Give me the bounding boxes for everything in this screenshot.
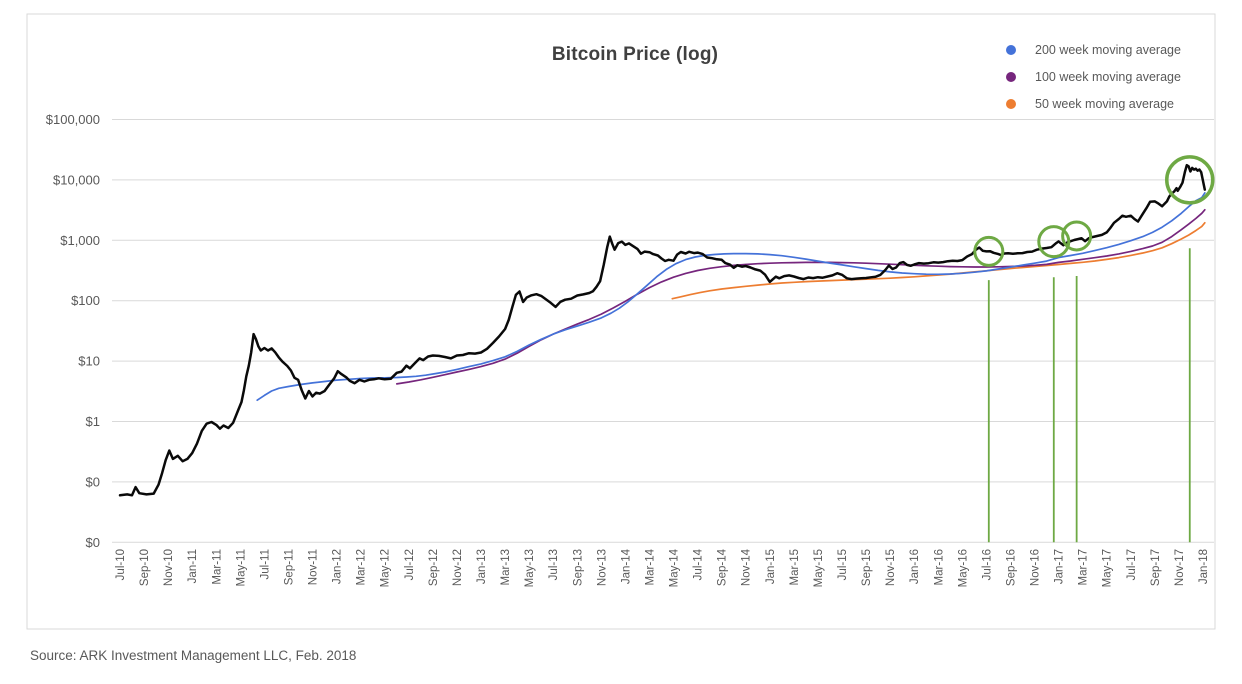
svg-text:Jul-15: Jul-15 bbox=[837, 549, 849, 580]
svg-text:$10,000: $10,000 bbox=[53, 172, 100, 187]
svg-text:Nov-13: Nov-13 bbox=[596, 549, 608, 586]
svg-text:May-15: May-15 bbox=[813, 549, 825, 587]
svg-text:$1,000: $1,000 bbox=[60, 233, 100, 248]
svg-text:Mar-13: Mar-13 bbox=[500, 549, 512, 585]
svg-text:Mar-16: Mar-16 bbox=[933, 549, 945, 585]
svg-text:Sep-17: Sep-17 bbox=[1150, 549, 1162, 586]
legend-item-200wma: 200 week moving average bbox=[1001, 36, 1211, 63]
svg-text:Jan-14: Jan-14 bbox=[620, 548, 632, 584]
svg-text:Jul-13: Jul-13 bbox=[548, 549, 560, 580]
svg-text:Jul-14: Jul-14 bbox=[693, 548, 705, 580]
svg-text:Sep-14: Sep-14 bbox=[717, 548, 729, 586]
svg-text:$100: $100 bbox=[71, 293, 100, 308]
svg-text:Sep-15: Sep-15 bbox=[861, 549, 873, 586]
legend-dot-200wma-icon bbox=[1006, 44, 1016, 55]
svg-text:Jul-12: Jul-12 bbox=[404, 549, 416, 580]
svg-text:Sep-12: Sep-12 bbox=[428, 549, 440, 586]
svg-text:Nov-17: Nov-17 bbox=[1174, 549, 1186, 586]
legend-dot-50wma-icon bbox=[1006, 98, 1016, 109]
legend-dot-100wma-icon bbox=[1006, 71, 1016, 82]
svg-text:Nov-16: Nov-16 bbox=[1030, 549, 1042, 586]
svg-text:Jan-17: Jan-17 bbox=[1054, 549, 1066, 584]
series-200-week-moving-average bbox=[256, 192, 1206, 402]
highlight-circles bbox=[973, 155, 1215, 267]
svg-text:Jul-11: Jul-11 bbox=[259, 549, 271, 579]
svg-text:May-17: May-17 bbox=[1102, 549, 1114, 587]
svg-text:$0: $0 bbox=[86, 474, 100, 489]
y-axis-labels: $100,000 $10,000 $1,000 $100 $10 $1 $0 $0 bbox=[46, 112, 100, 550]
svg-text:Sep-16: Sep-16 bbox=[1005, 549, 1017, 586]
legend: 200 week moving average 100 week moving … bbox=[1001, 36, 1211, 117]
svg-text:Nov-14: Nov-14 bbox=[741, 548, 753, 586]
svg-text:Sep-10: Sep-10 bbox=[139, 549, 151, 586]
svg-text:$10: $10 bbox=[78, 354, 100, 369]
svg-text:May-16: May-16 bbox=[957, 549, 969, 587]
svg-text:Sep-11: Sep-11 bbox=[283, 549, 295, 585]
svg-text:May-14: May-14 bbox=[669, 548, 681, 587]
source-note: Source: ARK Investment Management LLC, F… bbox=[30, 648, 357, 663]
svg-text:Mar-12: Mar-12 bbox=[356, 549, 368, 585]
chart-title: Bitcoin Price (log) bbox=[551, 44, 719, 65]
svg-text:May-11: May-11 bbox=[235, 549, 247, 587]
svg-text:Mar-17: Mar-17 bbox=[1078, 549, 1090, 585]
svg-text:Jan-12: Jan-12 bbox=[332, 549, 344, 584]
legend-label-200wma: 200 week moving average bbox=[1035, 42, 1181, 57]
svg-text:Jul-16: Jul-16 bbox=[981, 549, 993, 580]
x-axis-labels: Jul-10 Sep-10 Nov-10 Jan-11 Mar-11 May-11 Jul-… bbox=[115, 548, 1210, 587]
svg-text:Mar-11: Mar-11 bbox=[211, 549, 223, 585]
svg-text:Nov-11: Nov-11 bbox=[308, 549, 320, 585]
svg-text:Nov-12: Nov-12 bbox=[452, 549, 464, 586]
svg-text:Nov-15: Nov-15 bbox=[885, 549, 897, 586]
legend-item-100wma: 100 week moving average bbox=[1001, 63, 1211, 90]
svg-text:Mar-14: Mar-14 bbox=[644, 548, 656, 585]
svg-text:Jan-15: Jan-15 bbox=[765, 549, 777, 584]
svg-text:May-13: May-13 bbox=[524, 549, 536, 587]
legend-label-50wma: 50 week moving average bbox=[1035, 96, 1174, 111]
svg-text:$1: $1 bbox=[86, 414, 100, 429]
gridlines bbox=[112, 119, 1214, 543]
svg-text:$0: $0 bbox=[86, 535, 100, 550]
svg-text:Jul-10: Jul-10 bbox=[115, 549, 127, 580]
svg-text:Jan-11: Jan-11 bbox=[187, 549, 199, 583]
svg-text:Jul-17: Jul-17 bbox=[1126, 549, 1138, 580]
legend-item-50wma: 50 week moving average bbox=[1001, 90, 1211, 117]
svg-text:May-12: May-12 bbox=[380, 549, 392, 587]
svg-text:Sep-13: Sep-13 bbox=[572, 549, 584, 586]
svg-text:Jan-16: Jan-16 bbox=[909, 549, 921, 584]
svg-text:Jan-18: Jan-18 bbox=[1198, 549, 1210, 584]
svg-text:Nov-10: Nov-10 bbox=[163, 549, 175, 586]
svg-text:$100,000: $100,000 bbox=[46, 112, 100, 127]
svg-text:Mar-15: Mar-15 bbox=[789, 549, 801, 585]
event-marker-vlines bbox=[987, 248, 1191, 543]
legend-label-100wma: 100 week moving average bbox=[1035, 69, 1181, 84]
chart-frame bbox=[26, 13, 1216, 630]
svg-text:Jan-13: Jan-13 bbox=[476, 549, 488, 584]
